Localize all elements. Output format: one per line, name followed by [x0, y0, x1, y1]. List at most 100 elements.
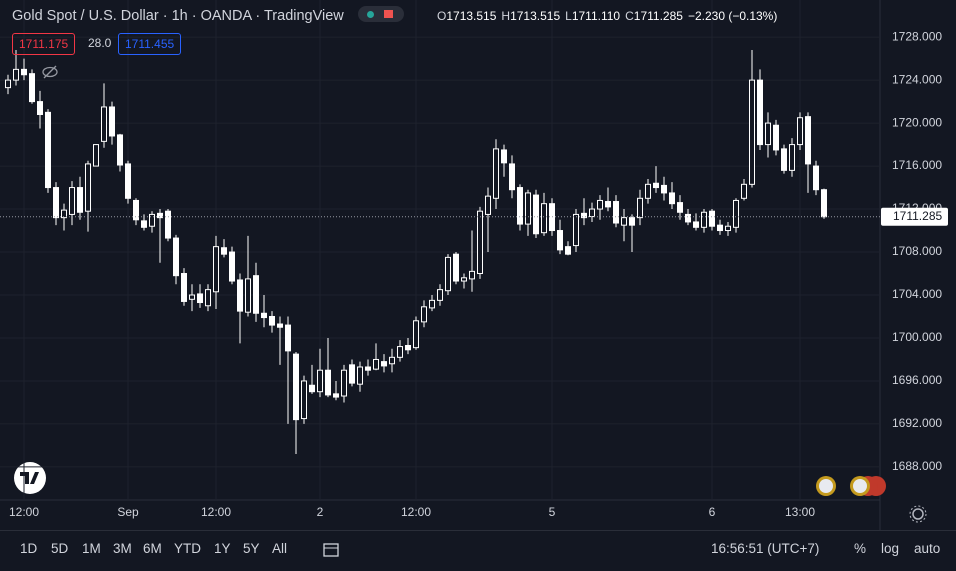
- candle-body: [725, 225, 731, 232]
- candle-body: [581, 212, 587, 219]
- y-tick-label: 1692.000: [892, 416, 942, 430]
- candle-body: [653, 182, 659, 189]
- ohlc-key: O: [437, 9, 447, 23]
- x-tick-label: 2: [317, 505, 324, 519]
- candle-body: [237, 279, 243, 312]
- status-toggle[interactable]: [357, 6, 404, 22]
- candle-body: [301, 380, 307, 420]
- candle-body: [269, 315, 275, 326]
- tradingview-logo[interactable]: [14, 462, 46, 494]
- candle-body: [461, 277, 467, 282]
- candle-body: [717, 224, 723, 232]
- candle-body: [333, 393, 339, 398]
- bid-box[interactable]: 1711.175: [12, 33, 76, 55]
- candle-body: [677, 202, 683, 213]
- candle-body: [365, 366, 371, 371]
- candle-body: [69, 187, 75, 215]
- scale-option[interactable]: %: [854, 541, 867, 556]
- candle-body: [253, 275, 259, 314]
- candle-body: [813, 165, 819, 191]
- candle-body: [5, 79, 11, 89]
- eye-icon[interactable]: [42, 65, 58, 79]
- candle-body: [13, 68, 19, 81]
- interval[interactable]: 1h: [171, 8, 188, 24]
- candle-body: [357, 366, 363, 385]
- scale-option[interactable]: log: [881, 541, 900, 556]
- candle-body: [381, 361, 387, 367]
- x-tick-label: 13:00: [785, 505, 815, 519]
- candle-body: [613, 201, 619, 224]
- x-tick-label: Sep: [117, 505, 139, 519]
- candle-body: [229, 251, 235, 282]
- symbol-title: Gold Spot / U.S. Dollar · 1h · OANDA · T…: [12, 6, 404, 24]
- candle-body: [389, 356, 395, 365]
- bottom-toolbar: 1D 5D 1M 3M 6M YTD 1Y 5Y All 16:56:51 (UTC+7)% log…: [0, 530, 956, 571]
- candle-body: [125, 163, 131, 199]
- candle-body: [661, 184, 667, 194]
- candle-body: [397, 346, 403, 358]
- x-tick-label: 12:00: [201, 505, 231, 519]
- candle-body: [197, 293, 203, 304]
- candle-body: [605, 201, 611, 208]
- ohlc-value: 1713.515: [446, 9, 497, 23]
- range-button[interactable]: 1D: [20, 541, 38, 556]
- date-range-icon[interactable]: [322, 541, 340, 559]
- x-tick-label: 5: [549, 505, 556, 519]
- candle-body: [141, 220, 147, 228]
- candle-body: [165, 210, 171, 239]
- candle-body: [109, 106, 115, 137]
- candle-body: [421, 306, 427, 323]
- x-tick-label: 12:00: [9, 505, 39, 519]
- range-button[interactable]: 6M: [143, 541, 162, 556]
- range-button[interactable]: 1Y: [214, 541, 231, 556]
- y-tick-label: 1708.000: [892, 244, 942, 258]
- candle-body: [701, 211, 707, 228]
- candle-body: [493, 148, 499, 199]
- candle-body: [277, 323, 283, 328]
- candle-body: [781, 148, 787, 171]
- candle-body: [85, 163, 91, 212]
- candle-body: [637, 197, 643, 219]
- price-change: −2.230 (−0.13%): [687, 9, 778, 23]
- candle-body: [685, 213, 691, 223]
- candle-body: [325, 369, 331, 396]
- range-button[interactable]: 5D: [51, 541, 69, 556]
- range-button[interactable]: 1M: [82, 541, 101, 556]
- candle-body: [437, 289, 443, 301]
- candle-body: [93, 144, 99, 167]
- candle-body: [477, 210, 483, 275]
- candle-body: [133, 199, 139, 221]
- ohlc-value: 1713.515: [510, 9, 561, 23]
- last-price-label: 1711.285: [893, 209, 942, 223]
- candle-body: [797, 117, 803, 146]
- range-button[interactable]: YTD: [174, 541, 201, 556]
- ohlc-key: C: [625, 9, 634, 23]
- candle-body: [53, 187, 59, 219]
- ohlc-key: H: [501, 9, 511, 23]
- candle-body: [589, 208, 595, 218]
- scale-option[interactable]: auto: [914, 541, 941, 556]
- range-button[interactable]: 3M: [113, 541, 132, 556]
- candle-body: [517, 187, 523, 225]
- event-flags[interactable]: [816, 476, 886, 496]
- settings-icon[interactable]: [909, 505, 927, 523]
- candle-body: [693, 221, 699, 228]
- candle-body: [669, 192, 675, 205]
- candle-body: [501, 149, 507, 164]
- range-button[interactable]: All: [272, 541, 288, 556]
- candle-body: [173, 237, 179, 277]
- candle-body: [413, 320, 419, 349]
- spread: 28.0: [88, 36, 112, 50]
- y-tick-label: 1696.000: [892, 373, 942, 387]
- candle-body: [629, 217, 635, 226]
- candle-body: [533, 194, 539, 235]
- range-button[interactable]: 5Y: [243, 541, 260, 556]
- candle-body: [525, 192, 531, 225]
- ask-box[interactable]: 1711.455: [118, 33, 182, 55]
- candle-body: [157, 212, 163, 219]
- grid: [0, 0, 880, 500]
- y-tick-label: 1720.000: [892, 115, 942, 129]
- candle-body: [773, 124, 779, 151]
- candle-body: [285, 324, 291, 352]
- candle-body: [101, 106, 107, 142]
